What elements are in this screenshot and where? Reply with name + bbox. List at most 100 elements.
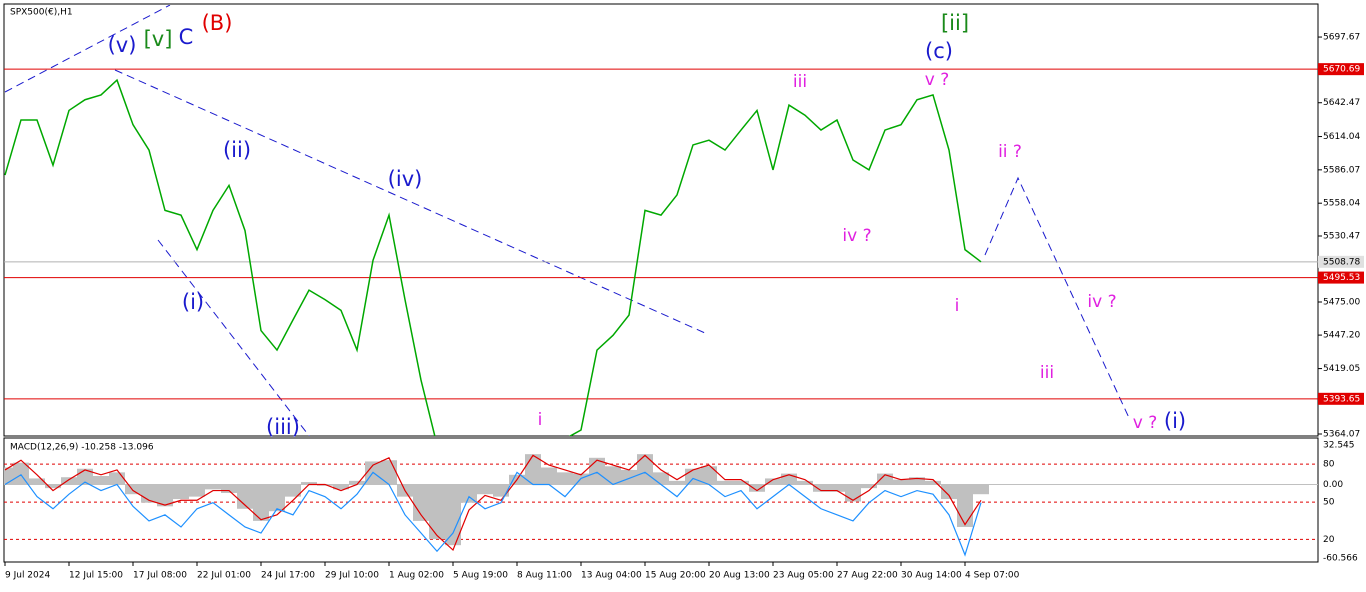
macd-tick-label: 20 [1323,535,1335,545]
x-tick-label: 22 Jul 01:00 [197,571,251,581]
wave-label: v ? [925,70,950,90]
wave-label: iii [1040,363,1054,383]
macd-histogram-bar [189,484,205,497]
wave-label: [v] [144,27,173,51]
x-tick-label: 24 Jul 17:00 [261,571,315,581]
macd-histogram-bar [877,473,893,485]
macd-histogram-bar [429,484,445,540]
macd-histogram-bar [701,466,717,485]
macd-histogram-bar [685,468,701,485]
macd-histogram-bar [813,484,829,492]
y-tick-label: 5642.47 [1323,98,1360,108]
macd-histogram-bar [765,478,781,485]
wave-label: [ii] [941,11,969,35]
macd-histogram-bar [29,478,45,485]
macd-histogram-bar [749,484,765,492]
macd-tick-label: 80 [1323,460,1335,470]
y-tick-label: 5475.00 [1323,298,1360,308]
macd-histogram-bar [717,480,733,485]
macd-histogram-bar [413,484,429,521]
macd-histogram-bar [893,479,909,485]
macd-histogram-bar [61,477,77,485]
macd-histogram-bar [205,484,221,490]
wave-label: C [179,25,194,49]
macd-histogram-bar [829,484,845,492]
macd-signal [4,454,982,552]
wave-label: (v) [108,33,137,57]
x-tick-label: 20 Aug 13:00 [709,571,770,581]
wave-label: v ? [1133,413,1158,433]
x-tick-label: 5 Aug 19:00 [453,571,508,581]
macd-tick-label: 32.545 [1323,441,1355,451]
macd-histogram-bar [173,484,189,500]
main-panel [3,3,1319,437]
level-label: 5670.69 [1323,65,1360,75]
macd-histogram-bar [445,484,461,546]
wave-label: ii ? [998,142,1022,162]
macd-histogram-bar [637,454,653,485]
macd-histogram-bar [45,484,61,489]
y-tick-label: 5419.05 [1323,364,1360,374]
wave-label: i [955,296,960,316]
level-tag [1318,271,1364,284]
wave-label: (ii) [223,138,251,162]
main-plot [4,68,1318,436]
macd-histogram-bar [781,473,797,485]
wave-label: (iii) [266,415,300,439]
macd-histogram-bar [237,484,253,509]
wave-label: i [538,410,543,430]
macd-histogram-bar [301,482,317,485]
macd-histogram-bar [269,484,285,512]
macd-histogram-bar [349,480,365,485]
chart-title: SPX500(€),H1 [10,8,73,18]
macd-histogram-bar [669,480,685,485]
macd-histogram-bar [125,484,141,495]
price-line [4,78,982,436]
wave-label: iv ? [842,226,871,246]
price-tag [1318,255,1364,268]
macd-histogram-bar [109,472,125,485]
macd-histogram-bar [557,472,573,485]
wave-label: (B) [202,11,233,35]
macd-histogram-bar [941,484,957,500]
macd-panel [3,437,1319,563]
macd-histogram-bar [909,477,925,485]
macd-histogram-bar [461,484,477,503]
x-tick-label: 8 Aug 11:00 [517,571,572,581]
macd-histogram-bar [925,480,941,485]
wave-label: (i) [1164,409,1186,433]
x-tick-label: 13 Aug 04:00 [581,571,642,581]
macd-tick-label: 0.00 [1323,480,1343,490]
y-tick-label: 5586.07 [1323,165,1360,175]
x-tick-label: 9 Jul 2024 [5,571,50,581]
x-tick-label: 17 Jul 08:00 [133,571,187,581]
macd-histogram-bar [493,484,509,497]
macd-tick-label: 50 [1323,498,1335,508]
macd-histogram-bar [733,480,749,485]
level-tag [1318,392,1364,405]
wave-label: iii [793,72,807,92]
x-tick-label: 12 Jul 15:00 [69,571,123,581]
macd-histogram-bar [621,469,637,485]
macd-tick-label: -60.566 [1323,554,1358,564]
macd-histogram-bar [845,484,861,502]
macd-histogram-bar [285,484,301,497]
x-tick-label: 27 Aug 22:00 [837,571,898,581]
macd-histogram-bar [861,484,877,489]
macd-histogram-bar [477,484,493,495]
trend-lines [4,5,1131,436]
macd-line [4,471,982,557]
y-tick-label: 5558.04 [1323,199,1360,209]
y-tick-label: 5697.67 [1323,33,1360,43]
macd-histogram-bar [157,484,173,507]
x-tick-label: 15 Aug 20:00 [645,571,706,581]
macd-histogram-bar [221,484,237,493]
macd-histogram-bar [253,484,269,521]
macd-histogram-bar [333,484,349,490]
macd-histogram-bar [957,484,973,527]
x-tick-label: 23 Aug 05:00 [773,571,834,581]
annotations: (v) [v] C (B) (ii) (i) (iv) (iii) i i ii … [108,11,1187,439]
level-label: 5495.53 [1323,273,1360,283]
macd-histogram-bar [541,467,557,485]
macd-histogram-bar [93,476,109,485]
